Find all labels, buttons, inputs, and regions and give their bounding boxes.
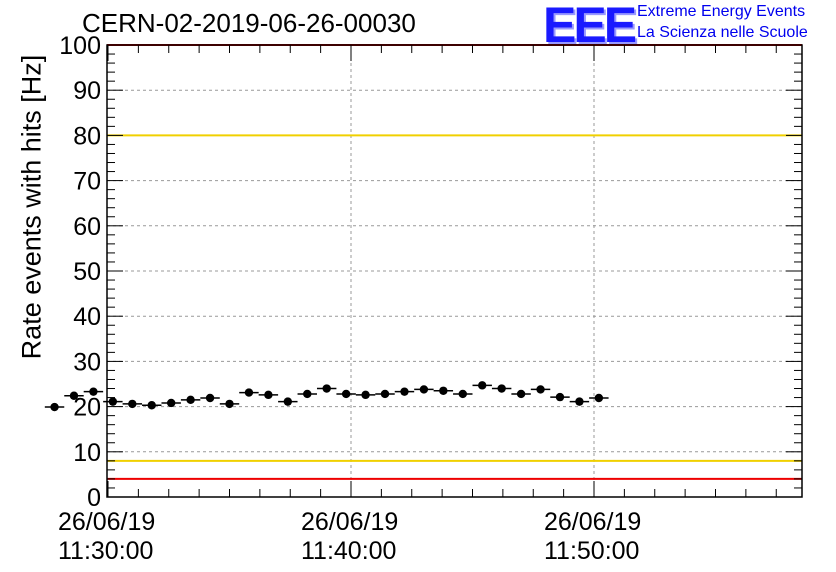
- data-point: [166, 398, 176, 408]
- y-tick-label: 40: [73, 303, 101, 331]
- data-point: [69, 391, 79, 400]
- data-point: [536, 385, 545, 394]
- data-point: [205, 393, 215, 403]
- y-tick-label: 0: [87, 484, 101, 512]
- y-tick-label: 20: [73, 394, 101, 422]
- data-point: [380, 389, 390, 399]
- logo-subtitle-1: Extreme Energy Events: [637, 3, 806, 20]
- y-tick-label: 80: [73, 122, 101, 150]
- data-point: [108, 397, 118, 406]
- data-point: [225, 399, 234, 409]
- data-point: [458, 389, 467, 399]
- x-tick-time: 11:40:00: [301, 537, 397, 565]
- y-tick-label: 30: [73, 348, 101, 376]
- data-point: [303, 389, 312, 399]
- data-point: [478, 381, 487, 390]
- x-tick-label: 26/06/19 11:30:00: [58, 508, 155, 566]
- data-point: [419, 385, 429, 394]
- x-tick-date: 26/06/19: [544, 508, 642, 536]
- data-point: [147, 401, 156, 410]
- data-point: [594, 393, 604, 403]
- data-point: [341, 389, 351, 399]
- data-point: [555, 392, 565, 402]
- data-point: [128, 399, 137, 409]
- x-tick-time: 11:30:00: [58, 537, 154, 565]
- data-point: [439, 386, 448, 395]
- y-tick-label: 50: [73, 258, 101, 286]
- x-tick-label: 26/06/19 11:40:00: [301, 508, 398, 566]
- y-tick-label: 10: [73, 439, 101, 467]
- x-tick-label: 26/06/19 11:50:00: [544, 508, 641, 566]
- data-point: [497, 384, 506, 393]
- y-tick-label: 60: [73, 213, 101, 241]
- data-point: [50, 402, 59, 412]
- x-tick-date: 26/06/19: [58, 508, 156, 536]
- y-tick-label: 90: [73, 77, 101, 105]
- data-point: [400, 387, 409, 396]
- logo-subtitle-2: La Scienza nelle Scuole: [637, 24, 808, 41]
- x-tick-date: 26/06/19: [301, 508, 399, 536]
- data-point: [283, 397, 293, 406]
- y-tick-label: 70: [73, 168, 101, 196]
- data-point: [186, 395, 195, 405]
- eee-logo: EEE: [543, 0, 637, 53]
- data-point: [575, 397, 584, 406]
- y-tick-label: 100: [59, 32, 101, 60]
- y-axis-label: Rate events with hits [Hz]: [16, 54, 47, 360]
- data-point: [516, 389, 526, 399]
- data-point: [361, 390, 370, 400]
- data-point: [89, 387, 98, 396]
- chart-title: CERN-02-2019-06-26-00030: [82, 8, 416, 38]
- data-point: [322, 384, 331, 393]
- data-point: [264, 390, 273, 400]
- x-tick-time: 11:50:00: [544, 537, 640, 565]
- data-point: [244, 388, 254, 397]
